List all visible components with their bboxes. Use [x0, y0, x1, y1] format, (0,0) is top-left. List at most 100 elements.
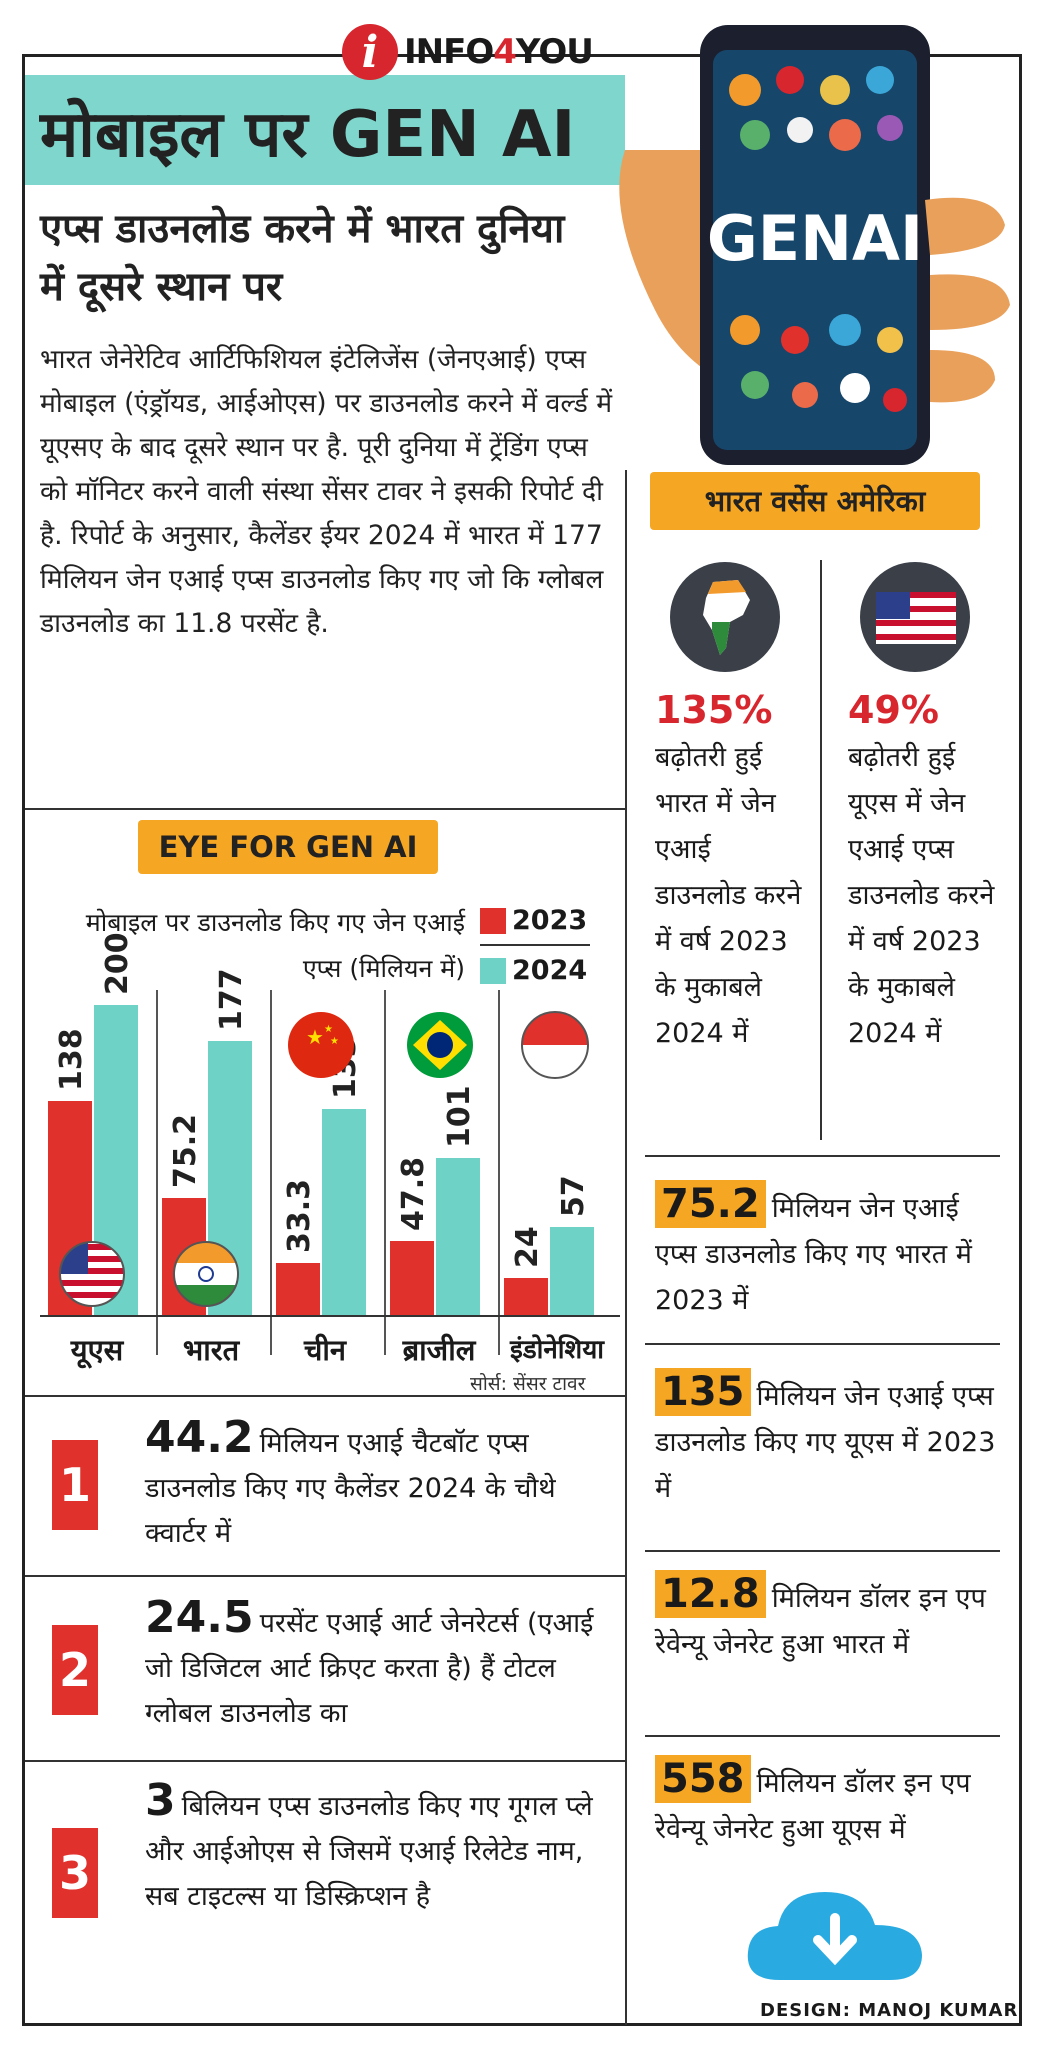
svg-text:★: ★: [306, 1025, 324, 1049]
fact-2-value: 24.5: [145, 1592, 254, 1643]
subtitle: एप्स डाउनलोड करने में भारत दुनिया में दू…: [40, 206, 565, 310]
stat-4-value: 558: [655, 1755, 751, 1803]
fact-1-value: 44.2: [145, 1412, 254, 1463]
bar-label-2023-3: 47.8: [396, 1156, 431, 1231]
facts-divider-1: [25, 1575, 625, 1577]
finger-3: [930, 350, 995, 403]
fact-number-1: 1: [52, 1440, 98, 1530]
stat-1-text: मिलियन जेन एआई एप्स डाउनलोड किए गए भारत …: [655, 1193, 972, 1316]
fact-1: 44.2 मिलियन एआई चैटबॉट एप्स डाउनलोड किए ग…: [145, 1415, 615, 1556]
legend-divider: [480, 944, 590, 946]
usa-flag-icon: [860, 562, 970, 672]
india-growth-desc: बढ़ोतरी हुई भारत में जेन एआई डाउनलोड करन…: [655, 742, 802, 1049]
title-banner: [25, 75, 625, 185]
legend-2024: 2024: [480, 955, 587, 986]
comparison-title: भारत वर्सेस अमेरिका: [650, 472, 980, 530]
legend-2023: 2023: [480, 905, 587, 936]
legend-swatch-2023: [480, 907, 506, 934]
chart-caption: मोबाइल पर डाउनलोड किए गए जेन एआई एप्स (म…: [85, 908, 465, 983]
bar-label-2024-4: 57: [556, 1174, 591, 1217]
bar-label-2023-4: 24: [510, 1226, 545, 1268]
stat-4-text: मिलियन डॉलर इन एप रेवेन्यू जेनरेट हुआ यू…: [655, 1768, 971, 1845]
bar-2024-2: [322, 1108, 366, 1315]
phone-illustration: GENAI: [619, 25, 1010, 465]
stat-2-text: मिलियन जेन एआई एप्स डाउनलोड किए गए यूएस …: [655, 1381, 996, 1504]
stat-3: 12.8 मिलियन डॉलर इन एप रेवेन्यू जेनरेट हु…: [655, 1570, 1000, 1668]
logo-text: INFO4YOU: [404, 32, 594, 72]
flag-usa-icon: [59, 1241, 125, 1307]
legend-swatch-2024: [480, 957, 506, 984]
page-title: मोबाइल पर GEN AI: [40, 98, 576, 172]
phone-screen: [713, 50, 917, 450]
bar-2023-3: [390, 1240, 434, 1315]
chart-tag: EYE FOR GEN AI: [138, 820, 438, 874]
india-growth-pct: 135%: [655, 688, 773, 732]
bar-label-2023-2: 33.3: [282, 1179, 317, 1254]
section-divider: [25, 808, 625, 810]
chart-baseline: [40, 1315, 620, 1317]
stats-divider-0: [645, 1155, 1000, 1157]
intro-paragraph: भारत जेनेरेटिव आर्टिफिशियल इंटेलिजेंस (ज…: [40, 344, 613, 639]
category-label-india: भारत: [182, 1333, 240, 1367]
bar-label-2023-0: 138: [54, 1028, 89, 1092]
bar-2024-4: [550, 1226, 594, 1315]
category-label-usa: यूएस: [70, 1333, 124, 1367]
brand-logo: i INFO4YOU: [342, 22, 594, 82]
group-separator-2: [270, 990, 272, 1355]
fact-3: 3 बिलियन एप्स डाउनलोड किए गए गूगल प्ले और…: [145, 1778, 615, 1919]
bar-label-2024-1: 177: [214, 968, 249, 1031]
legend-label-2023: 2023: [512, 905, 588, 936]
category-label-china: चीन: [303, 1333, 347, 1367]
bar-label-2024-0: 200: [100, 932, 135, 995]
fact-3-text: बिलियन एप्स डाउनलोड किए गए गूगल प्ले और …: [145, 1791, 593, 1912]
stat-3-text: मिलियन डॉलर इन एप रेवेन्यू जेनरेट हुआ भा…: [655, 1583, 986, 1660]
stat-1-value: 75.2: [655, 1180, 766, 1228]
group-separator-3: [384, 990, 386, 1355]
app-icons: [729, 66, 907, 412]
facts-divider-top: [25, 1395, 625, 1397]
flag-china-icon: ★ ★ ★: [288, 1012, 354, 1078]
comparison-divider: [820, 560, 822, 1140]
usa-growth-desc: बढ़ोतरी हुई यूएस में जेन एआई एप्स डाउनलो…: [848, 742, 995, 1049]
svg-text:★: ★: [330, 1036, 339, 1047]
stats-divider-1: [645, 1343, 1000, 1345]
india-map-icon: [670, 562, 780, 672]
infographic-frame: [22, 54, 1022, 2026]
stats-divider-2: [645, 1550, 1000, 1552]
fact-3-value: 3: [145, 1775, 176, 1826]
bar-label-2023-1: 75.2: [168, 1114, 203, 1189]
finger-1: [925, 197, 1005, 255]
facts-divider-2: [25, 1760, 625, 1762]
download-cloud-icon: [747, 1892, 922, 1980]
stat-1: 75.2 मिलियन जेन एआई एप्स डाउनलोड किए गए भ…: [655, 1180, 1000, 1324]
stat-2: 135 मिलियन जेन एआई एप्स डाउनलोड किए गए यू…: [655, 1368, 1000, 1512]
phone-label: GENAI: [707, 202, 923, 275]
bar-2023-2: [276, 1263, 320, 1315]
stat-3-value: 12.8: [655, 1570, 766, 1618]
svg-text:★: ★: [324, 1024, 333, 1035]
flag-india-icon: [173, 1241, 239, 1307]
column-divider: [625, 470, 627, 2025]
design-credit: DESIGN: MANOJ KUMAR: [760, 2000, 1019, 2021]
finger-2: [930, 274, 1010, 330]
chart-source: सोर्स: सेंसर टावर: [470, 1373, 586, 1395]
fact-2: 24.5 परसेंट एआई आर्ट जेनरेटर्स (एआई जो डि…: [145, 1595, 615, 1736]
group-separator-4: [498, 990, 500, 1355]
stat-4: 558 मिलियन डॉलर इन एप रेवेन्यू जेनरेट हुआ…: [655, 1755, 1000, 1853]
stats-divider-3: [645, 1735, 1000, 1737]
usa-growth-pct: 49%: [848, 688, 939, 732]
fact-number-2: 2: [52, 1625, 98, 1715]
flag-indonesia-icon: [521, 1011, 589, 1079]
category-label-brazil: ब्राजील: [402, 1333, 476, 1367]
logo-i-icon: i: [342, 24, 398, 80]
bar-2024-3: [436, 1158, 480, 1315]
fact-number-3: 3: [52, 1828, 98, 1918]
bar-2023-4: [504, 1277, 548, 1315]
flag-brazil-icon: [407, 1012, 473, 1078]
category-label-indonesia: इंडोनेशिया: [509, 1335, 605, 1365]
fact-1-text: मिलियन एआई चैटबॉट एप्स डाउनलोड किए गए कै…: [145, 1428, 556, 1549]
legend-label-2024: 2024: [512, 955, 588, 986]
group-separator-1: [156, 990, 158, 1355]
stat-2-value: 135: [655, 1368, 751, 1416]
fact-2-text: परसेंट एआई आर्ट जेनरेटर्स (एआई जो डिजिटल…: [145, 1608, 594, 1729]
